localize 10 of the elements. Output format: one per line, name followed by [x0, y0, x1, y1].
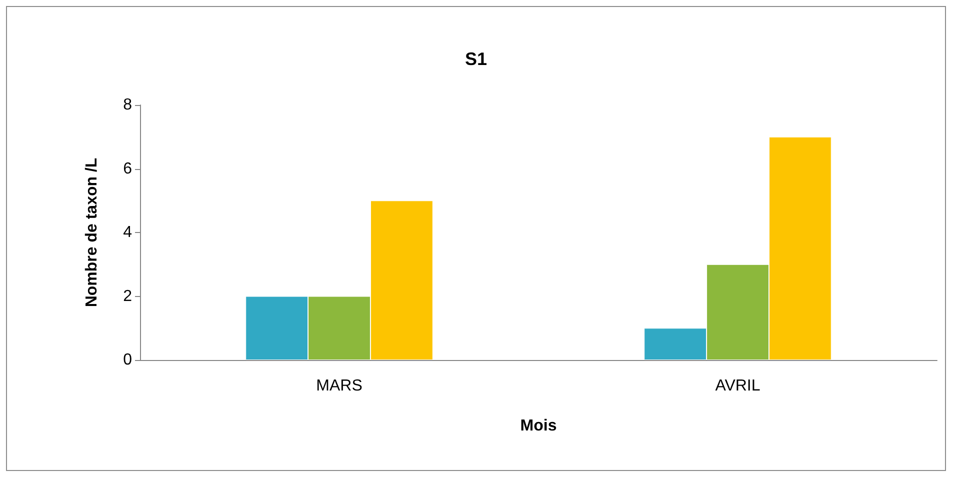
y-tick-label: 8 — [123, 96, 132, 114]
y-tick-label: 0 — [123, 352, 132, 368]
y-tick-label: 2 — [123, 288, 132, 305]
x-axis-title: Mois — [520, 418, 557, 434]
x-tick-label: MARS — [316, 378, 362, 394]
x-tick-label: AVRIL — [715, 378, 760, 394]
y-tick-label: 4 — [123, 224, 132, 241]
y-axis-title: Nombre de taxon /L — [84, 158, 100, 308]
y-tick-label: 6 — [123, 160, 132, 178]
chart-title: S1 — [464, 49, 488, 69]
